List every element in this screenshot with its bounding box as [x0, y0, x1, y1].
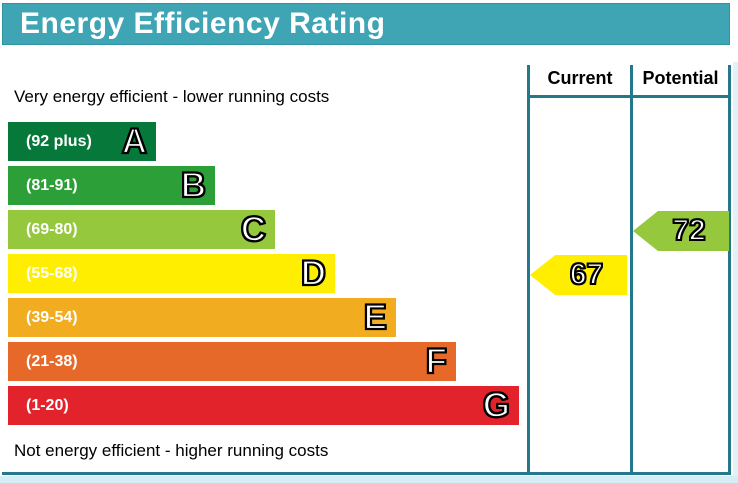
- band-row-f: (21-38) F: [8, 342, 528, 381]
- band-f-range: (21-38): [26, 352, 78, 370]
- band-a-letter: A: [121, 122, 149, 161]
- bottom-strip: [0, 476, 738, 483]
- band-a-bar: (92 plus) A: [8, 122, 156, 161]
- band-d-range: (55-68): [26, 264, 78, 282]
- current-column-header: Current: [547, 68, 613, 88]
- band-c-bar: (69-80) C: [8, 210, 275, 249]
- band-d-bar: (55-68) D: [8, 254, 335, 293]
- right-strip: [733, 62, 738, 476]
- chart-bottom-border: [2, 472, 731, 475]
- chart-title-bar: Energy Efficiency Rating: [2, 3, 730, 45]
- band-b-bar: (81-91) B: [8, 166, 215, 205]
- band-row-e: (39-54) E: [8, 298, 528, 337]
- band-g-letter: G: [482, 386, 511, 425]
- band-e-range: (39-54): [26, 308, 78, 326]
- table-border-left: [527, 65, 530, 475]
- band-row-d: (55-68) D: [8, 254, 528, 293]
- chart-title: Energy Efficiency Rating: [20, 7, 386, 40]
- rating-bands: (92 plus) A (81-91) B (69-80) C (55-68) …: [8, 122, 528, 430]
- band-f-bar: (21-38) F: [8, 342, 456, 381]
- band-b-letter: B: [180, 166, 208, 205]
- table-border-middle: [630, 65, 633, 475]
- band-row-a: (92 plus) A: [8, 122, 528, 161]
- band-g-bar: (1-20) G: [8, 386, 519, 425]
- table-border-right: [728, 65, 731, 475]
- band-c-letter: C: [240, 210, 268, 249]
- band-c-range: (69-80): [26, 220, 78, 238]
- band-d-letter: D: [300, 254, 328, 293]
- band-a-range: (92 plus): [26, 132, 92, 150]
- band-g-range: (1-20): [26, 396, 69, 414]
- potential-rating-value: 72: [671, 214, 706, 247]
- band-e-letter: E: [363, 298, 389, 337]
- band-e-bar: (39-54) E: [8, 298, 396, 337]
- current-rating-value: 67: [569, 258, 604, 291]
- table-header-underline: [527, 95, 731, 98]
- band-f-letter: F: [424, 342, 448, 381]
- band-row-c: (69-80) C: [8, 210, 528, 249]
- current-rating-arrow: 67: [530, 255, 627, 295]
- band-row-b: (81-91) B: [8, 166, 528, 205]
- potential-column-header: Potential: [642, 68, 719, 88]
- top-note: Very energy efficient - lower running co…: [14, 87, 330, 106]
- bottom-note: Not energy efficient - higher running co…: [14, 441, 329, 460]
- band-b-range: (81-91): [26, 176, 78, 194]
- band-row-g: (1-20) G: [8, 386, 528, 425]
- potential-rating-arrow: 72: [633, 211, 729, 251]
